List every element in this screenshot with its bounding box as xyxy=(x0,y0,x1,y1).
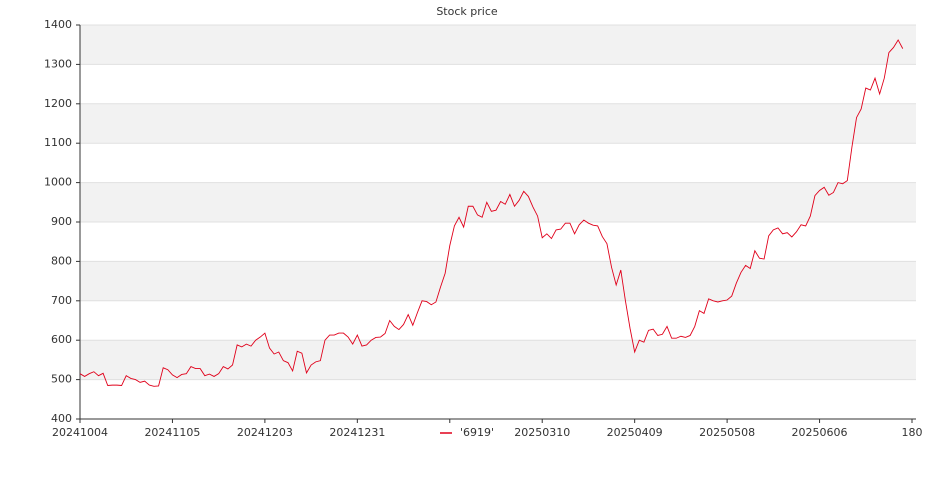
y-tick-label: 500 xyxy=(51,373,72,386)
x-tick-label: 20241105 xyxy=(144,426,200,439)
grid-band xyxy=(80,182,916,222)
x-tick-label: 20241231 xyxy=(329,426,385,439)
x-tick-label: 20250606 xyxy=(792,426,848,439)
x-tick-label: 20250508 xyxy=(699,426,755,439)
y-tick-label: 600 xyxy=(51,333,72,346)
y-tick-label: 1100 xyxy=(44,136,72,149)
grid-band xyxy=(80,103,916,144)
x-tick-label: 20250409 xyxy=(607,426,663,439)
chart-title: Stock price xyxy=(436,5,498,18)
grid-band xyxy=(80,261,916,301)
x-tick-label: 180 xyxy=(902,426,923,439)
legend-label: '6919' xyxy=(460,426,494,439)
y-tick-label: 1000 xyxy=(44,176,72,189)
x-tick-label: 20241203 xyxy=(237,426,293,439)
y-tick-label: 700 xyxy=(51,294,72,307)
y-tick-label: 1200 xyxy=(44,97,72,110)
price-line xyxy=(79,39,904,387)
y-tick-label: 1400 xyxy=(44,18,72,31)
grid-band xyxy=(80,340,916,380)
y-tick-label: 800 xyxy=(51,254,72,267)
x-tick-label: 20250310 xyxy=(514,426,570,439)
y-tick-label: 900 xyxy=(51,215,72,228)
y-tick-label: 1300 xyxy=(44,57,72,70)
grid-band xyxy=(80,25,916,65)
legend-box xyxy=(436,426,498,440)
x-tick-label: 20241004 xyxy=(52,426,108,439)
y-tick-label: 400 xyxy=(51,412,72,425)
